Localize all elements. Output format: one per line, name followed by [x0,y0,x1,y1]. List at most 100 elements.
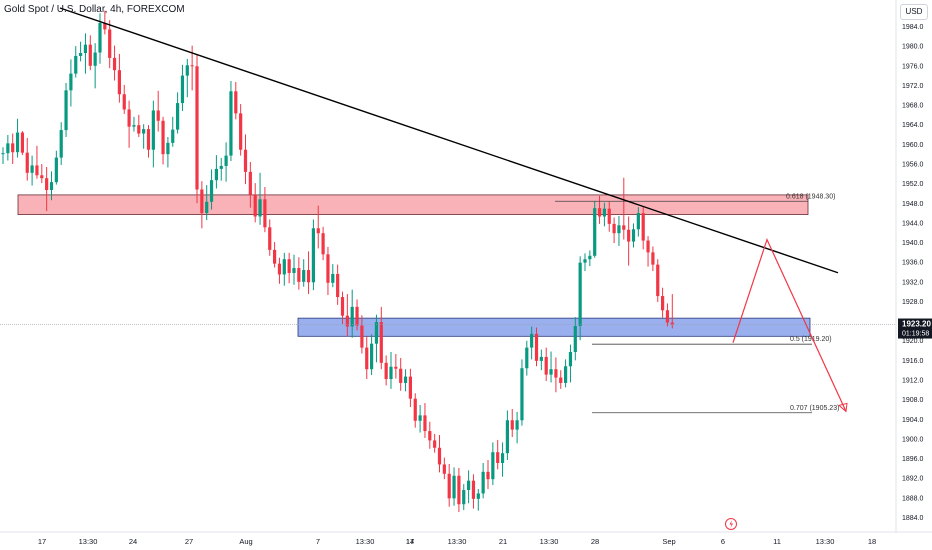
candle [413,393,417,428]
price-tick-label: 1892.0 [902,476,924,483]
candle-body [636,213,640,230]
candle-body [597,208,602,217]
candle-body [54,157,58,183]
candle-body [316,228,320,234]
candle [263,187,267,233]
trendline [59,7,839,274]
candle [161,116,165,165]
candle-body [627,229,631,242]
fib-level-label: 0.618 (1948.30) [786,193,835,200]
candle [59,122,63,165]
candle [117,53,121,103]
candle-body [258,199,262,217]
candle [515,411,519,444]
candle [617,216,621,246]
candle-body [209,180,214,202]
candle [287,252,291,284]
candle [365,336,369,380]
candle-body [403,376,408,383]
candle-body [573,326,577,353]
candle [74,46,78,78]
candle-body [593,208,597,256]
candle-body [622,225,626,230]
candle [471,474,476,509]
projection-path [732,237,847,412]
candle [69,59,73,107]
price-tick-label: 1936.0 [902,260,924,267]
candle-body [607,208,611,224]
candle [636,207,640,237]
candle [467,470,471,504]
candle-body [180,75,185,104]
candle-body [311,228,315,283]
candle [661,287,665,318]
candle [665,303,670,327]
price-tick-label: 1960.0 [902,142,924,149]
candle-body [151,110,155,150]
candle [593,201,597,258]
candle [30,155,34,186]
candle [370,334,374,376]
candle [656,259,660,302]
price-tick-label: 1904.0 [902,417,924,424]
candle [209,169,214,210]
candle-body [384,362,388,380]
candle [544,347,548,381]
candle-body [93,52,97,66]
time-tick-label: 13:30 [816,537,835,546]
candle-body [103,23,107,30]
candle [282,252,286,286]
price-tick-label: 1928.0 [902,299,924,306]
fib-level-label: 0.5 (1919.20) [790,336,832,343]
candle-body [452,475,456,499]
candle-body [234,91,238,114]
candle [350,289,354,338]
candle [224,142,228,182]
candle-body [428,431,432,441]
candle-body [646,240,650,253]
candle [403,369,408,392]
support-zone [297,317,811,337]
time-tick-label: 14 [406,537,414,546]
fib-level-label: 0.707 (1905.23) [790,405,839,412]
candle [520,359,524,426]
candle [40,163,44,184]
candle-body [239,113,243,150]
price-tick-label: 1912.0 [902,378,924,385]
candle-body [481,471,485,494]
candle [418,405,422,433]
candle-body [418,415,422,421]
candle [142,124,146,149]
price-tick-label: 1940.0 [902,240,924,247]
candle-body [486,471,490,480]
candle-body [389,366,393,380]
candle-body [365,347,369,370]
candle-body [282,259,286,275]
candle-body [602,208,606,217]
candle-body [132,125,136,127]
currency-button[interactable]: USD [900,4,928,20]
candle [11,133,15,164]
candle-body [166,142,170,155]
candle [302,259,306,287]
candle-body [433,440,437,448]
candle-body [224,155,228,166]
resistance-zone [17,194,809,215]
price-tick-label: 1896.0 [902,456,924,463]
candle-body [306,270,311,283]
price-tick-label: 1948.0 [902,201,924,208]
candle-body [268,227,272,250]
candle [83,33,88,74]
candle [447,463,451,507]
candle [578,256,582,341]
candle-body [30,165,34,173]
candle [277,257,282,284]
candle [631,223,636,248]
candle-body [321,233,325,255]
candle [112,45,117,81]
candle-body [379,322,383,363]
candle [25,137,29,181]
candle [510,408,514,437]
